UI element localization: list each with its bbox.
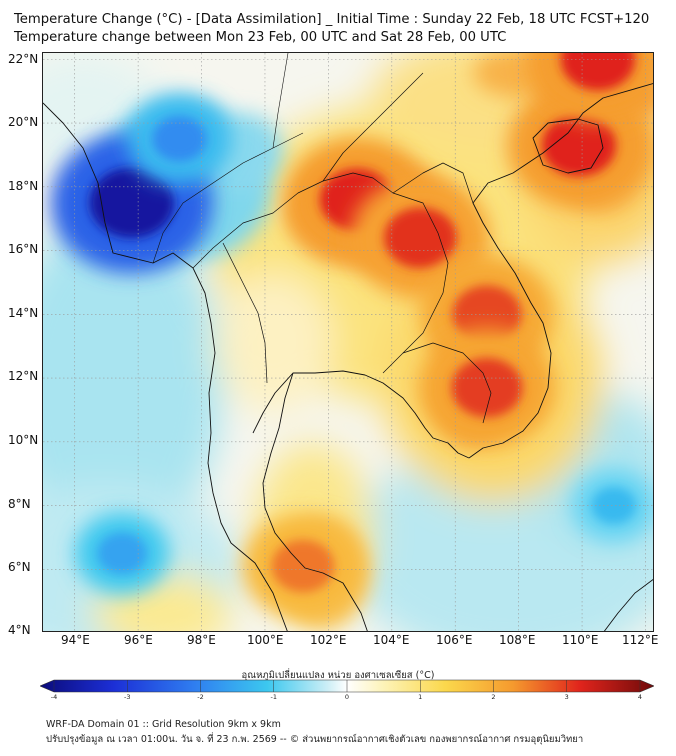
anomaly-myanmar-central [127,93,232,185]
lat-label-16: 16°N [8,242,39,256]
anomaly-south-china-coast [526,53,653,122]
western-coastline [43,102,288,631]
lat-label-4: 4°N [8,623,31,637]
footer-update-info: ปรับปรุงข้อมูล ณ เวลา 01:00น. วัน จ. ที่… [46,734,584,745]
chart-title-line2: Temperature change between Mon 23 Feb, 0… [14,30,507,45]
gulf-coastline [252,370,470,631]
lon-label-106: 106°E [436,633,473,647]
colorbar-tick-label: -1 [270,693,277,701]
myanmar-inland-border [152,53,304,264]
lon-label-112: 112°E [622,633,659,647]
lat-label-10: 10°N [8,433,39,447]
lat-label-22: 22°N [8,52,39,66]
colorbar-tick-label: -3 [124,693,131,701]
borneo-coast [603,578,653,631]
lon-label-98: 98°E [187,633,216,647]
anomaly-andaman-south [75,512,170,595]
lon-label-102: 102°E [310,633,347,647]
lon-label-96: 96°E [124,633,153,647]
lat-label-8: 8°N [8,497,31,511]
colorbar-title: อุณหภูมิเปลี่ยนแปลง หน่วย องศาเซลเซียส (… [241,670,435,681]
chart-title-line1: Temperature Change (°C) - [Data Assimila… [14,12,650,27]
lat-label-20: 20°N [8,115,39,129]
lon-label-104: 104°E [373,633,410,647]
lat-label-18: 18°N [8,179,39,193]
anomaly-spots [50,53,653,619]
lat-label-12: 12°N [8,369,39,383]
lon-label-108: 108°E [499,633,536,647]
lat-label-14: 14°N [8,306,39,320]
colorbar-tick-label: 1 [418,693,423,701]
coastlines-and-borders [43,53,653,631]
anomaly-southern-vietnam [418,328,556,447]
lon-label-100: 100°E [247,633,284,647]
colorbar-tick-label: 0 [344,693,350,701]
map-canvas [43,53,653,631]
colorbar-tick-marks [53,680,641,692]
footer-model-info: WRF-DA Domain 01 :: Grid Resolution 9km … [46,719,281,730]
lon-label-110: 110°E [562,633,599,647]
laos-cambodia-border [322,72,492,424]
colorbar-tick-label: -4 [50,693,58,701]
colorbar-tick-label: 4 [637,693,643,701]
colorbar-tick-label: 3 [564,693,569,701]
graticule [43,53,653,631]
vietnam-coastline [468,83,653,459]
colorbar-tick-label: -2 [197,693,204,701]
lon-label-94: 94°E [61,633,90,647]
temperature-change-map [42,52,654,632]
colorbar-tick-label: 2 [491,693,496,701]
hainan-island [532,118,604,174]
lat-label-6: 6°N [8,560,31,574]
colorbar [40,679,654,693]
